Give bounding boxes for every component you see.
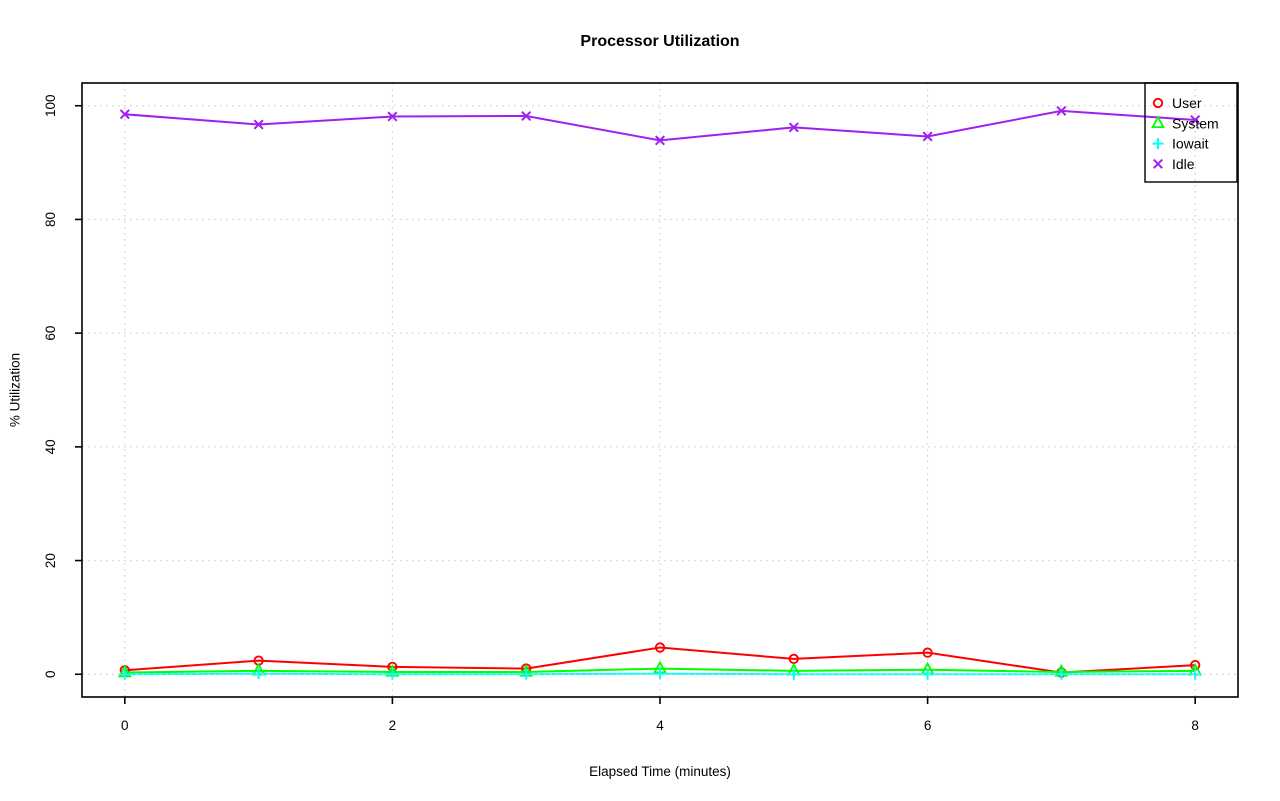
legend-item-system: System [1151, 115, 1219, 131]
legend-box [1144, 82, 1238, 183]
y-tick-label-100: 100 [43, 94, 58, 117]
y-tick-label-0: 0 [43, 671, 58, 679]
legend-label-system: System [1172, 115, 1219, 131]
legend-item-iowait: Iowait [1152, 136, 1209, 152]
y-tick-label-20: 20 [43, 553, 58, 568]
y-axis-ticks: 0 20 40 60 80 100 [43, 94, 82, 678]
legend-item-idle: Idle [1152, 156, 1195, 172]
y-tick-label-60: 60 [43, 326, 58, 341]
x-tick-label-8: 8 [1191, 718, 1199, 733]
legend: User System Iowait Idle [1144, 82, 1238, 183]
legend-label-idle: Idle [1172, 156, 1195, 172]
legend-label-iowait: Iowait [1172, 136, 1209, 152]
gridlines [82, 83, 1238, 697]
x-tick-label-0: 0 [121, 718, 129, 733]
x-axis-ticks: 0 2 4 6 8 [121, 697, 1199, 733]
series-user-line [124, 646, 1196, 674]
x-tick-label-6: 6 [924, 718, 932, 733]
y-tick-label-80: 80 [43, 212, 58, 227]
x-axis-label: Elapsed Time (minutes) [589, 764, 731, 779]
series-idle-markers [119, 105, 1201, 146]
chart-title: Processor Utilization [580, 33, 740, 50]
y-tick-label-40: 40 [43, 439, 58, 454]
x-tick-label-2: 2 [389, 718, 397, 733]
x-tick-label-4: 4 [656, 718, 664, 733]
legend-label-user: User [1172, 95, 1202, 111]
legend-item-user: User [1152, 95, 1202, 111]
